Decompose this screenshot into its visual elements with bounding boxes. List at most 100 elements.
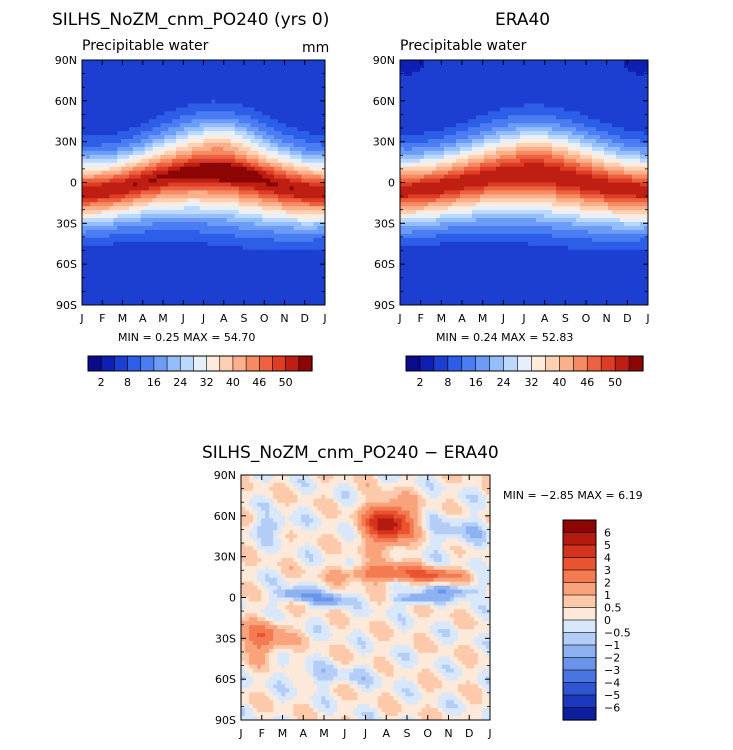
contour-cell xyxy=(219,225,224,231)
contour-cell xyxy=(160,233,165,239)
contour-cell xyxy=(195,301,201,305)
contour-cell xyxy=(125,162,130,168)
contour-cell xyxy=(277,281,283,286)
contour-cell xyxy=(596,91,601,97)
contour-cell xyxy=(285,202,291,207)
contour-cell xyxy=(132,249,138,255)
contour-cell xyxy=(266,245,271,251)
contour-cell xyxy=(636,111,641,116)
contour-cell xyxy=(548,99,553,105)
contour-cell xyxy=(297,237,303,243)
contour-cell xyxy=(191,79,197,85)
contour-cell xyxy=(624,87,629,93)
contour-cell xyxy=(136,297,142,302)
contour-cell xyxy=(250,135,256,140)
contour-cell xyxy=(129,146,134,152)
contour-cell xyxy=(211,214,216,219)
contour-cell xyxy=(148,277,154,282)
contour-cell xyxy=(105,142,111,148)
contour-cell xyxy=(195,154,201,160)
contour-cell xyxy=(552,103,557,109)
contour-cell xyxy=(512,123,517,128)
contour-cell xyxy=(136,273,142,278)
contour-cell xyxy=(624,107,629,112)
contour-cell xyxy=(93,253,99,259)
contour-cell xyxy=(164,198,169,203)
contour-cell xyxy=(313,103,318,109)
contour-cell xyxy=(266,182,271,188)
contour-cell xyxy=(242,249,248,255)
contour-cell xyxy=(113,79,118,85)
contour-cell xyxy=(301,139,306,144)
contour-cell xyxy=(277,198,283,203)
contour-cell xyxy=(219,241,224,247)
contour-cell xyxy=(289,162,295,168)
contour-cell xyxy=(424,107,429,112)
contour-cell xyxy=(230,166,236,172)
contour-cell xyxy=(277,194,283,199)
contour-cell xyxy=(242,87,248,93)
contour-cell xyxy=(309,186,314,191)
contour-cell xyxy=(560,111,565,116)
contour-cell xyxy=(572,111,577,116)
contour-cell xyxy=(85,301,91,305)
contour-cell xyxy=(136,202,142,207)
contour-cell xyxy=(460,87,465,93)
contour-cell xyxy=(125,273,130,278)
contour-cell xyxy=(117,245,122,251)
contour-cell xyxy=(277,301,283,305)
contour-cell xyxy=(266,202,271,207)
contour-cell xyxy=(176,146,181,152)
contour-cell xyxy=(187,131,193,136)
contour-cell xyxy=(440,63,445,69)
contour-cell xyxy=(207,289,212,294)
contour-cell xyxy=(234,119,240,124)
contour-cell xyxy=(179,79,185,85)
contour-cell xyxy=(313,182,318,188)
contour-cell xyxy=(109,162,114,168)
contour-cell xyxy=(309,87,314,93)
contour-cell xyxy=(93,202,99,207)
contour-cell xyxy=(207,182,212,188)
contour-cell xyxy=(164,103,169,109)
contour-cell xyxy=(580,79,585,85)
contour-cell xyxy=(293,186,299,191)
contour-cell xyxy=(266,146,271,152)
contour-cell xyxy=(160,253,165,259)
contour-cell xyxy=(148,190,154,195)
contour-cell xyxy=(250,166,256,172)
contour-cell xyxy=(215,139,220,144)
contour-cell xyxy=(636,60,641,65)
contour-cell xyxy=(152,123,158,128)
contour-cell xyxy=(230,95,236,101)
contour-cell xyxy=(105,261,111,267)
contour-cell xyxy=(250,269,256,274)
contour-cell xyxy=(254,127,259,132)
contour-cell xyxy=(203,198,209,203)
contour-cell xyxy=(101,111,107,116)
contour-cell xyxy=(254,67,259,73)
contour-cell xyxy=(254,174,259,180)
contour-cell xyxy=(176,119,181,124)
contour-cell xyxy=(270,281,275,286)
contour-cell xyxy=(136,79,142,85)
contour-cell xyxy=(183,178,189,184)
contour-cell xyxy=(101,115,107,120)
contour-cell xyxy=(254,135,259,140)
contour-cell xyxy=(156,103,161,109)
contour-cell xyxy=(293,142,299,148)
contour-cell xyxy=(140,131,146,136)
contour-cell xyxy=(301,206,306,211)
contour-cell xyxy=(179,194,185,199)
contour-cell xyxy=(250,253,256,259)
contour-cell xyxy=(105,158,111,164)
contour-cell xyxy=(408,79,413,85)
contour-cell xyxy=(305,273,310,278)
contour-cell xyxy=(277,67,283,73)
contour-cell xyxy=(432,119,437,124)
contour-cell xyxy=(544,115,549,120)
contour-cell xyxy=(274,237,279,243)
contour-cell xyxy=(148,115,154,120)
contour-cell xyxy=(136,222,142,227)
contour-cell xyxy=(234,218,240,223)
